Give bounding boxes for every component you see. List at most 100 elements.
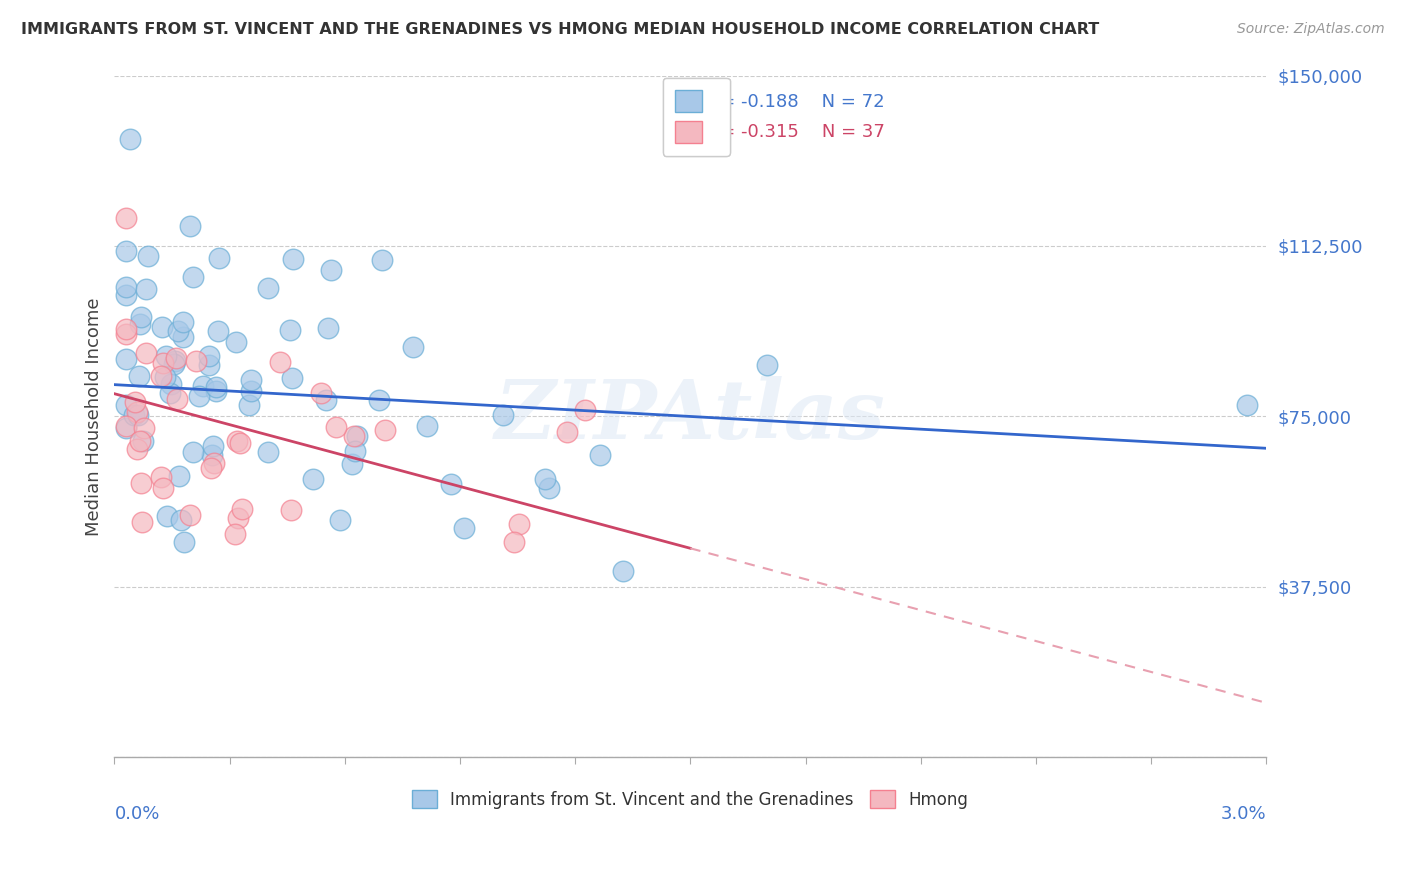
Text: 0.0%: 0.0%	[114, 805, 160, 823]
Text: 3.0%: 3.0%	[1220, 805, 1267, 823]
Legend: Immigrants from St. Vincent and the Grenadines, Hmong: Immigrants from St. Vincent and the Gren…	[404, 782, 977, 817]
Point	[202, 456, 225, 470]
Point	[183, 270, 205, 285]
Point	[150, 320, 173, 334]
Point	[204, 384, 226, 398]
Point	[173, 535, 195, 549]
Point	[156, 508, 179, 523]
Point	[329, 513, 352, 527]
Point	[416, 419, 439, 434]
Point	[115, 398, 138, 412]
Text: R = -0.315    N = 37: R = -0.315 N = 37	[702, 123, 884, 141]
Point	[508, 517, 530, 532]
Point	[224, 526, 246, 541]
Point	[453, 521, 475, 535]
Point	[257, 445, 280, 459]
Point	[115, 321, 138, 335]
Text: R = -0.188    N = 72: R = -0.188 N = 72	[702, 93, 884, 111]
Point	[503, 534, 526, 549]
Point	[128, 434, 150, 448]
Point	[170, 514, 193, 528]
Point	[115, 288, 138, 302]
Point	[115, 211, 138, 226]
Point	[281, 370, 304, 384]
Point	[269, 355, 291, 369]
Point	[152, 482, 174, 496]
Point	[172, 330, 194, 344]
Point	[160, 376, 183, 391]
Point	[134, 420, 156, 434]
Point	[226, 434, 249, 449]
Point	[492, 408, 515, 422]
Point	[115, 244, 138, 258]
Point	[167, 469, 190, 483]
Point	[533, 472, 555, 486]
Point	[149, 369, 172, 384]
Point	[132, 434, 155, 448]
Point	[166, 392, 188, 407]
Point	[186, 354, 208, 368]
Point	[155, 369, 177, 384]
Point	[205, 380, 228, 394]
Point	[165, 354, 187, 368]
Point	[127, 405, 149, 419]
Text: Source: ZipAtlas.com: Source: ZipAtlas.com	[1237, 22, 1385, 37]
Point	[187, 389, 209, 403]
Point	[240, 373, 263, 387]
Point	[557, 425, 579, 439]
Point	[191, 379, 214, 393]
Point	[127, 409, 149, 423]
Point	[309, 386, 332, 401]
Text: IMMIGRANTS FROM ST. VINCENT AND THE GRENADINES VS HMONG MEDIAN HOUSEHOLD INCOME : IMMIGRANTS FROM ST. VINCENT AND THE GREN…	[21, 22, 1099, 37]
Point	[371, 252, 394, 267]
Point	[127, 442, 149, 456]
Point	[115, 420, 138, 434]
Point	[163, 357, 186, 371]
Point	[574, 403, 596, 417]
Point	[149, 470, 172, 484]
Point	[280, 503, 302, 517]
Point	[343, 429, 366, 443]
Point	[589, 448, 612, 462]
Point	[207, 325, 229, 339]
Point	[402, 340, 425, 354]
Point	[440, 476, 463, 491]
Point	[172, 315, 194, 329]
Point	[152, 356, 174, 370]
Point	[115, 279, 138, 293]
Point	[302, 472, 325, 486]
Point	[128, 368, 150, 383]
Point	[278, 323, 301, 337]
Point	[115, 351, 138, 366]
Point	[612, 564, 634, 578]
Point	[229, 435, 252, 450]
Point	[136, 248, 159, 262]
Point	[179, 508, 201, 522]
Point	[231, 502, 253, 516]
Point	[135, 346, 157, 360]
Point	[325, 420, 347, 434]
Point	[198, 349, 221, 363]
Point	[115, 327, 138, 342]
Point	[179, 219, 201, 233]
Point	[755, 358, 778, 372]
Point	[135, 282, 157, 296]
Point	[316, 321, 339, 335]
Point	[315, 393, 337, 408]
Point	[120, 131, 142, 145]
Point	[181, 445, 204, 459]
Point	[537, 481, 560, 495]
Point	[155, 349, 177, 363]
Point	[343, 443, 366, 458]
Point	[374, 423, 396, 437]
Point	[256, 281, 278, 295]
Point	[115, 418, 138, 433]
Point	[165, 351, 187, 365]
Point	[201, 439, 224, 453]
Point	[367, 393, 389, 408]
Point	[131, 515, 153, 529]
Text: ZIPAtlas: ZIPAtlas	[495, 376, 886, 457]
Point	[122, 408, 145, 422]
Point	[225, 335, 247, 350]
Point	[129, 317, 152, 331]
